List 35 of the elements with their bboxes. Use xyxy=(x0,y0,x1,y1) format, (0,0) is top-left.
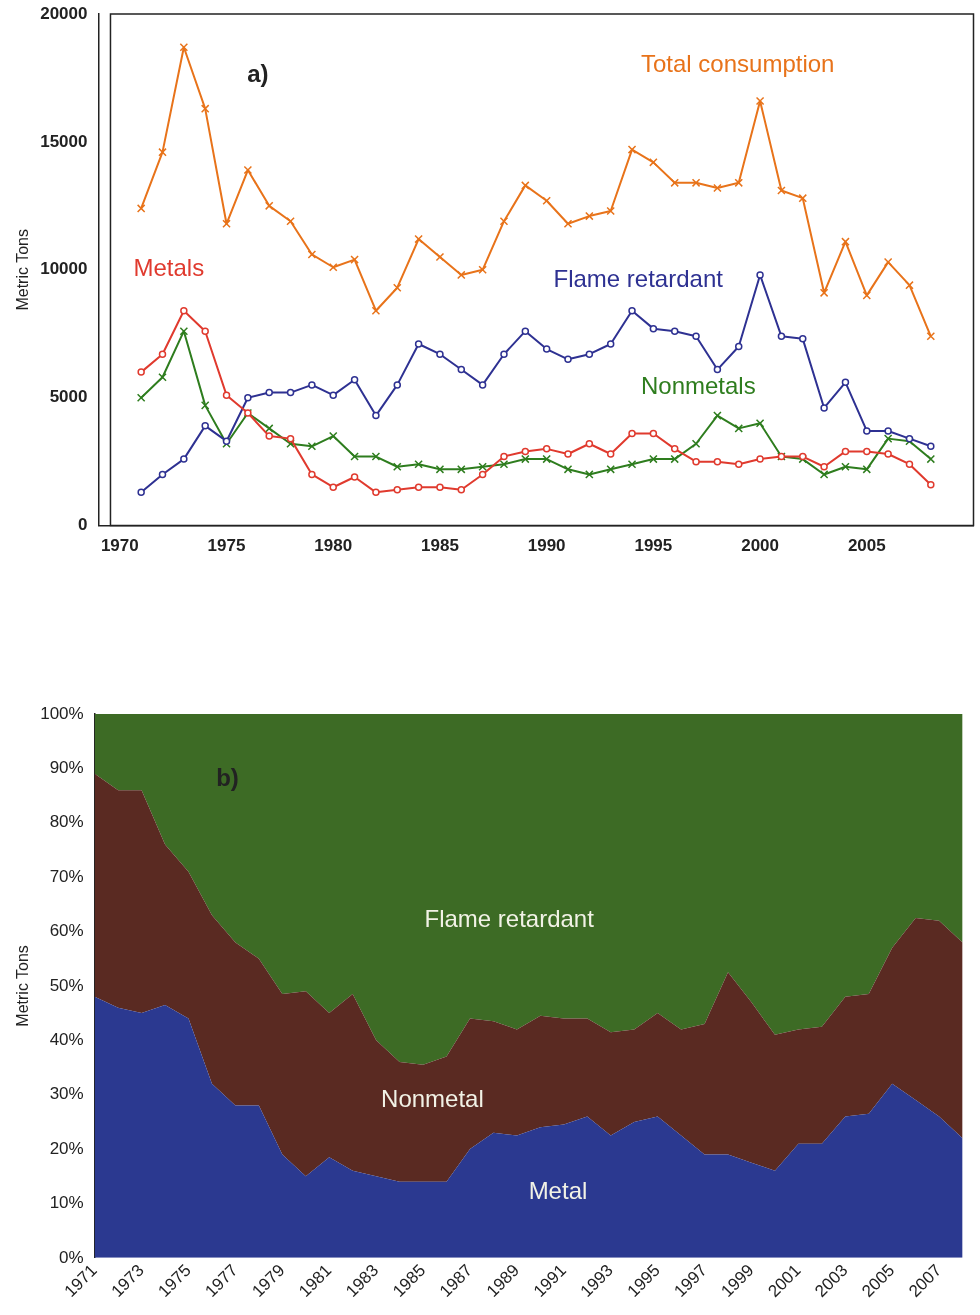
series-label: Metals xyxy=(133,254,205,282)
series-label: Nonmetals xyxy=(640,372,756,400)
y-tick-label: 15000 xyxy=(40,131,88,151)
y-tick-label: 90% xyxy=(49,758,84,778)
x-tick-label: 1990 xyxy=(527,536,566,556)
annotation: a) xyxy=(247,60,269,88)
y-tick-label: 20000 xyxy=(40,3,88,23)
y-tick-label: 100% xyxy=(40,703,84,723)
x-tick-label: 1980 xyxy=(314,536,353,556)
series-label: Total consumption xyxy=(640,49,835,77)
x-tick-label: 1975 xyxy=(207,536,246,556)
y-axis-title: Metric Tons xyxy=(14,229,32,311)
y-tick-label: 0% xyxy=(59,1247,84,1267)
y-tick-label: 20% xyxy=(49,1138,84,1158)
series-label: Flame retardant xyxy=(424,905,595,933)
series-label: Flame retardant xyxy=(553,264,724,292)
y-tick-label: 60% xyxy=(49,921,84,941)
y-axis-title: Metric Tons xyxy=(14,945,32,1027)
x-tick-label: 2005 xyxy=(847,536,886,556)
y-tick-label: 50% xyxy=(49,975,84,995)
y-tick-label: 10% xyxy=(49,1193,84,1213)
series-label: Nonmetal xyxy=(381,1084,484,1112)
y-tick-label: 80% xyxy=(49,812,84,832)
y-tick-label: 30% xyxy=(49,1084,84,1104)
y-tick-label: 0 xyxy=(78,515,88,535)
x-tick-label: 2000 xyxy=(741,536,779,556)
y-tick-label: 10000 xyxy=(40,259,88,279)
y-tick-label: 70% xyxy=(49,866,84,886)
series-label: Metal xyxy=(528,1177,588,1205)
annotation: b) xyxy=(216,763,239,791)
y-tick-label: 40% xyxy=(49,1029,84,1049)
x-tick-label: 1985 xyxy=(421,536,459,556)
x-tick-label: 1970 xyxy=(100,536,139,556)
x-tick-label: 1995 xyxy=(634,536,673,556)
y-tick-label: 5000 xyxy=(49,387,88,407)
